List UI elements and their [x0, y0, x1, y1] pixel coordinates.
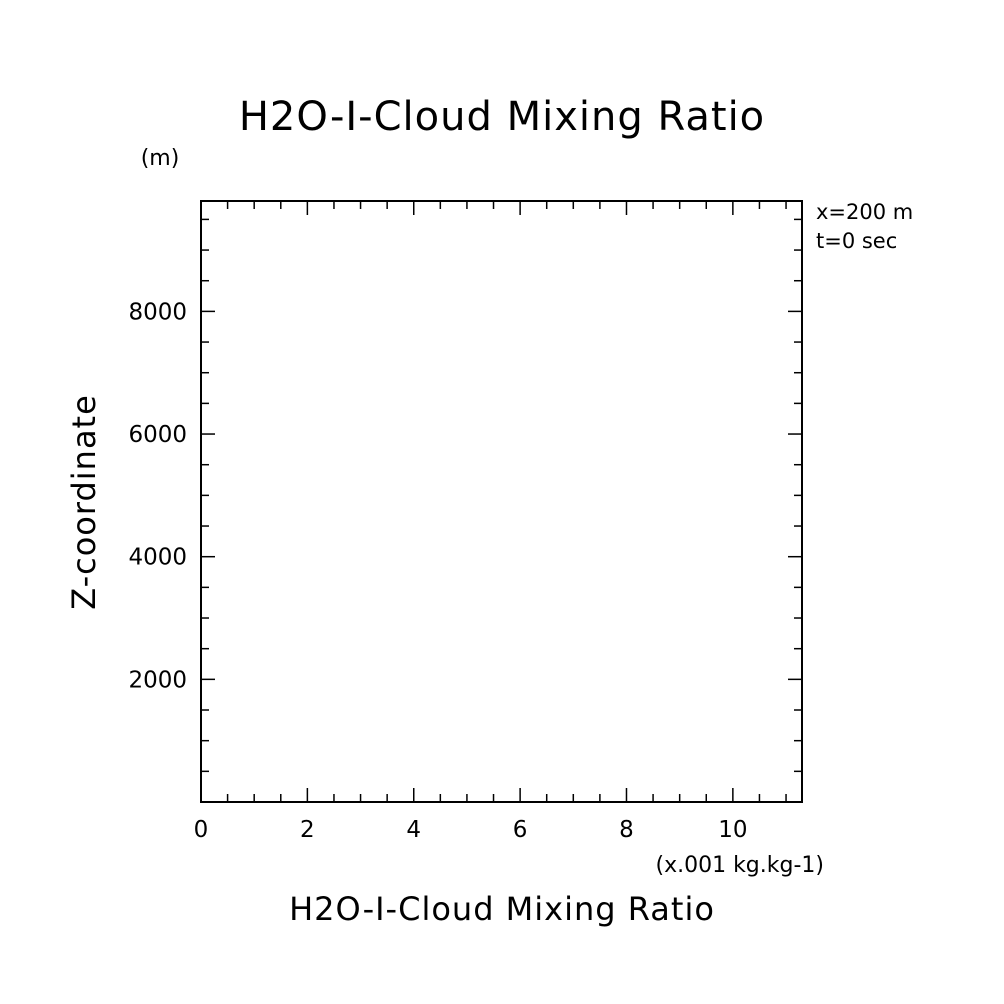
x-axis-tick-labels: 0 2 4 6 8 10 [194, 817, 748, 843]
y-tick-label: 8000 [128, 299, 187, 325]
x-axis-unit: (x.001 kg.kg-1) [655, 853, 824, 878]
y-tick-label: 6000 [128, 422, 187, 448]
y-axis-unit: (m) [141, 146, 180, 171]
annotation-position: x=200 m [816, 200, 913, 224]
chart-title: H2O-I-Cloud Mixing Ratio [239, 94, 765, 140]
x-tick-label: 2 [300, 817, 315, 843]
y-tick-label: 2000 [128, 667, 187, 693]
annotation-time: t=0 sec [816, 229, 897, 253]
x-tick-label: 8 [619, 817, 634, 843]
x-axis-label: H2O-I-Cloud Mixing Ratio [289, 890, 715, 928]
y-axis-ticks [201, 218, 802, 773]
x-axis-ticks [226, 201, 787, 802]
y-axis-label: Z-coordinate [65, 394, 103, 610]
y-tick-label: 4000 [128, 545, 187, 571]
x-tick-label: 4 [406, 817, 421, 843]
y-axis-tick-labels: 2000 4000 6000 8000 [128, 299, 187, 693]
x-tick-label: 0 [194, 817, 209, 843]
x-tick-label: 6 [513, 817, 528, 843]
plot-frame [200, 200, 803, 803]
x-tick-label: 10 [718, 817, 747, 843]
